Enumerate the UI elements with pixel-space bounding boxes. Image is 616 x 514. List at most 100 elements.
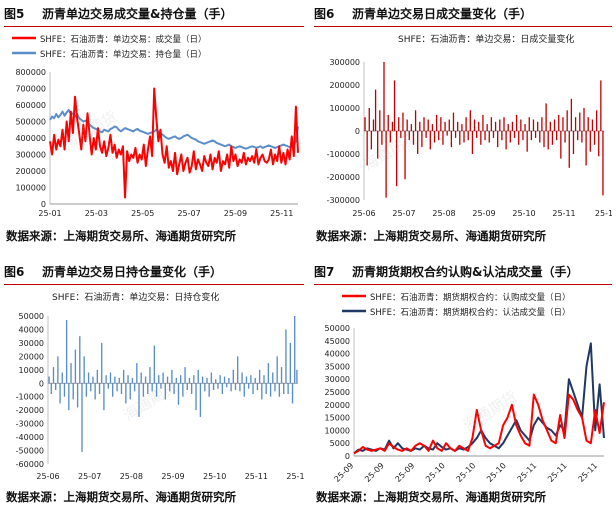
y-tick-label: 10000 [325,426,350,435]
bar [566,110,568,131]
bar [261,383,263,400]
y-tick-label: 0 [345,452,350,461]
x-tick-label: 25-11 [577,461,600,484]
bar [83,356,85,384]
bar [140,372,142,384]
bar [276,356,278,384]
bar [551,131,554,145]
bar [186,383,188,390]
bar [171,369,173,384]
bar [269,383,272,397]
bar [457,121,459,131]
bar [256,383,259,390]
y-tick-label: 0 [355,127,360,136]
bar [473,119,476,131]
y-tick-label: 100000 [15,184,46,193]
series-line [49,108,299,150]
bar [534,131,537,138]
bar [232,369,234,384]
bar [76,383,79,408]
bar [465,117,467,131]
y-tick-label: 0 [41,200,46,209]
bar [518,131,520,145]
bar [480,131,482,145]
x-tick-label: 25-10 [455,461,478,484]
bar [398,117,400,131]
bar [404,131,406,180]
bar [419,121,421,131]
bar [549,121,551,131]
bar [391,121,394,131]
figure-panel-7: 图7 沥青期货期权合约认购&认沽成交量（手） SHFE：石油沥青：期货期权合约：认… [314,262,612,512]
bar [558,114,560,131]
bar [169,383,171,392]
bar [61,372,63,384]
bar [101,342,103,384]
bar [511,121,514,131]
bar [52,367,55,384]
chart-volume-openinterest: SHFE：石油沥青：单边交易：成交量（日） SHFE：石油沥青：单边交易：持仓量（… [12,34,299,218]
bar [217,383,219,389]
chart-daily-openinterest-change: SHFE：石油沥青：单边交易：日持仓变化 -60000 -50000 -40000 -3… [16,291,304,481]
x-tick-label: 25-10 [512,209,535,218]
bar [258,369,261,384]
bar [425,131,427,138]
bar [553,119,556,131]
y-tick-label: 10000 [19,366,44,375]
bar [85,383,88,397]
x-tick-label: 25-11 [270,209,293,218]
bar [193,375,195,384]
bar [239,383,241,392]
bar [138,383,140,417]
bar [377,131,379,159]
x-tick-label: 25-11 [552,209,575,218]
bar [494,121,497,131]
bar [241,372,243,384]
bar [530,131,533,141]
bar [254,377,256,384]
bar [587,117,589,131]
y-tick-label: 20000 [19,352,44,361]
bar [583,108,585,131]
bar [490,117,493,131]
bar [92,376,94,384]
y-tick-label: 800000 [15,68,46,77]
y-tick-label: -300000 [327,196,360,205]
bar [188,377,191,384]
bar [454,131,457,138]
bar [90,383,92,392]
bar [463,131,465,143]
y-tick-label: -40000 [16,433,44,442]
legend-label: SHFE：石油沥青：单边交易：持仓量（日） [40,49,207,60]
x-tick-label: 25-07 [392,209,415,218]
bar [109,372,112,384]
x-tick-label: 25-10 [424,461,447,484]
y-tick-label: 30000 [19,339,44,348]
bar [410,124,413,131]
bar [541,117,543,131]
bar [414,110,417,131]
bar [374,89,377,131]
bar [499,119,501,131]
bar [492,131,495,138]
bar [226,383,228,388]
bar [560,131,562,159]
bar [515,114,518,131]
y-tick-label: 50000 [325,324,350,333]
bar [294,316,296,384]
bar [230,383,232,392]
bar [252,383,254,395]
bar [245,376,248,384]
bar [475,131,478,138]
legend-label: SHFE：石油沥青：单边交易：成交量（日） [40,34,207,45]
x-tick-label: 25-05 [131,209,154,218]
y-tick-label: 35000 [325,362,350,371]
bar [136,363,138,384]
bar [381,131,383,145]
bar [166,376,169,384]
figure-title-bar: 图7 沥青期货期权合约认购&认沽成交量（手） [314,262,612,285]
bar [452,112,455,131]
bar [446,131,448,136]
bar [237,356,239,384]
series-line [49,87,299,199]
